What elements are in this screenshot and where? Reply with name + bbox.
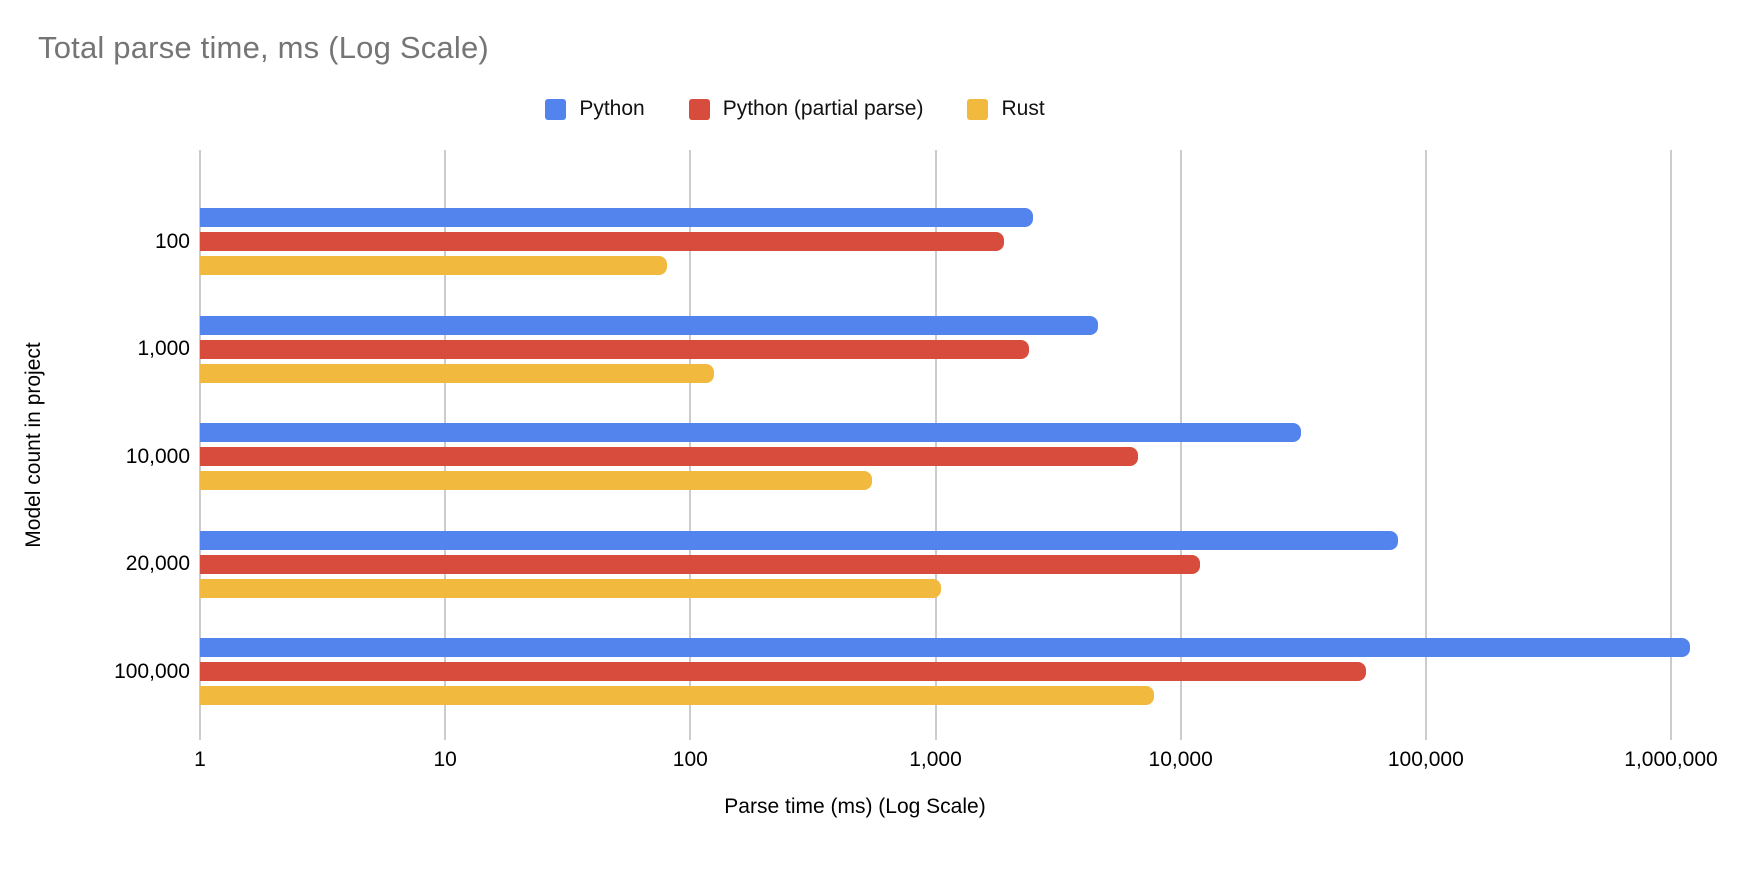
category-label-100000: 100,000 [114, 659, 190, 683]
legend-swatch [545, 98, 567, 120]
gridline [1424, 150, 1427, 740]
bar-rust-10000 [200, 471, 872, 490]
bar-group-10000 [200, 423, 1671, 490]
bar-group-100 [200, 208, 1671, 275]
bar-python-1000 [200, 315, 1098, 335]
legend-label: Rust [1001, 97, 1045, 120]
bar-python-100 [200, 208, 1034, 227]
bar-python-partial-parse-100000 [200, 662, 1366, 681]
x-tick-label-1000: 1,000 [909, 748, 962, 771]
bar-python-partial-parse-20000 [200, 554, 1201, 574]
category-label-20000: 20,000 [125, 552, 190, 575]
legend-swatch [688, 98, 710, 120]
bar-python-partial-parse-10000 [200, 447, 1139, 466]
legend-swatch [967, 98, 989, 120]
chart-title: Total parse time, ms (Log Scale) [38, 30, 489, 65]
x-tick-label-100: 100 [672, 748, 708, 771]
legend-item-python-partial: Python (partial parse) [688, 97, 924, 121]
category-label-10000: 10,000 [125, 444, 190, 468]
bar-python-partial-parse-100 [200, 232, 1004, 251]
gridline [934, 150, 937, 740]
legend: Python Python (partial parse) Rust [0, 97, 1590, 121]
x-tick-label-10000: 10,000 [1148, 748, 1213, 771]
bar-python-100000 [200, 638, 1691, 657]
category-label-1000: 1,000 [137, 337, 190, 360]
x-tick-label-10: 10 [433, 748, 457, 771]
gridline [1670, 150, 1672, 740]
bar-rust-1000 [200, 363, 715, 383]
bar-rust-100000 [200, 686, 1155, 705]
gridline [689, 150, 692, 740]
x-tick-label-1000000: 1,000,000 [1624, 748, 1718, 771]
x-axis-title: Parse time (ms) (Log Scale) [724, 795, 986, 818]
x-tick-label-100000: 100,000 [1387, 748, 1464, 771]
gridline [1179, 150, 1182, 740]
category-label-100: 100 [154, 229, 190, 253]
bar-python-partial-parse-1000 [200, 339, 1029, 359]
bar-group-1000 [200, 315, 1671, 383]
bar-group-20000 [200, 530, 1671, 598]
bar-rust-100 [200, 256, 667, 275]
bar-python-20000 [200, 530, 1398, 550]
legend-label: Python [579, 97, 645, 120]
bar-python-10000 [200, 423, 1302, 442]
plot-area [199, 150, 1691, 740]
legend-label: Python (partial parse) [722, 97, 924, 120]
bar-group-100000 [200, 638, 1691, 705]
legend-item-python: Python [545, 97, 645, 121]
gridline [444, 150, 447, 740]
gridline [199, 150, 201, 740]
legend-item-rust: Rust [967, 97, 1045, 121]
bar-rust-20000 [200, 578, 941, 598]
x-tick-label-1: 1 [194, 748, 206, 771]
